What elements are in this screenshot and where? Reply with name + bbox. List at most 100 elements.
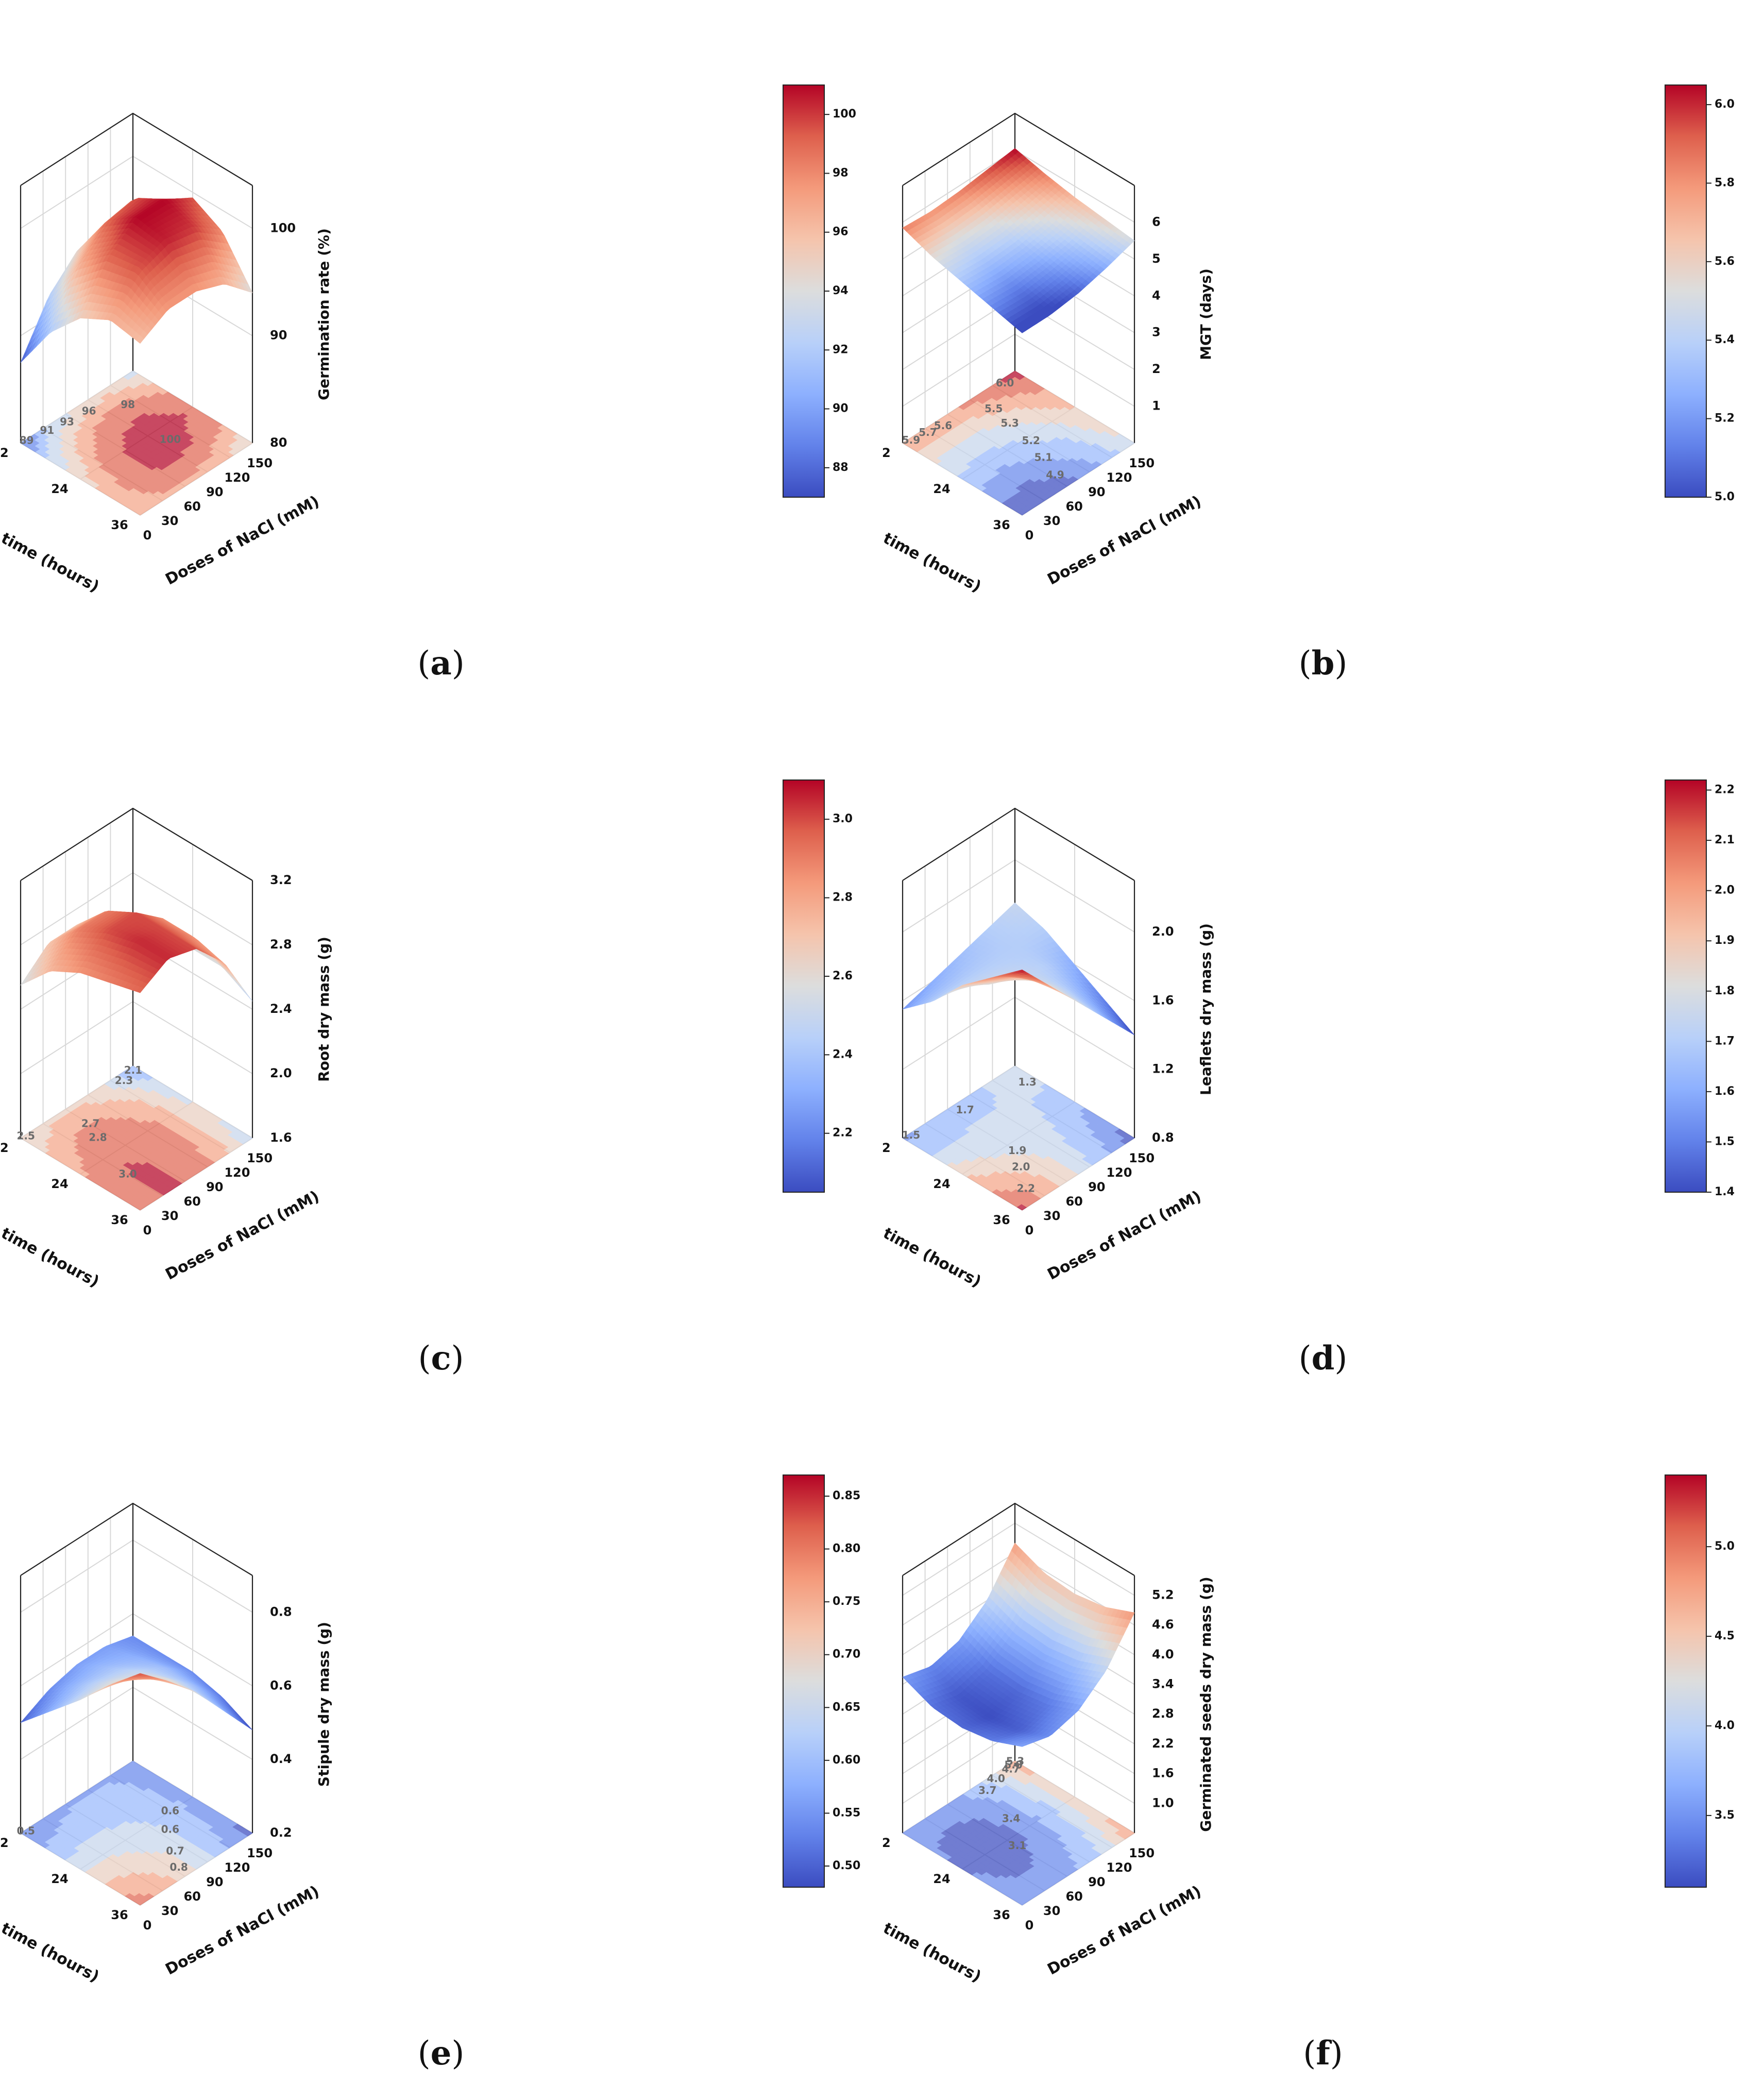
- z-axis-label: Root dry mass (g): [315, 937, 332, 1082]
- x-tick-label: 36: [993, 518, 1010, 532]
- contour-label: 2.1: [124, 1064, 142, 1076]
- contour-label: 5.5: [985, 402, 1003, 415]
- contour-label: 5.9: [902, 434, 920, 446]
- contour-label: 5.1: [1034, 451, 1053, 464]
- colorbar-gradient: [783, 85, 824, 497]
- colorbar: 2.2 2.4 2.6 2.8 3.0: [783, 780, 853, 1192]
- contour-label: 3.0: [118, 1168, 137, 1180]
- z-tick-label: 3.2: [270, 873, 292, 887]
- colorbar-tick-label: 2.2: [833, 1127, 853, 1140]
- z-tick-label: 1.6: [270, 1130, 292, 1145]
- panel-b: 5.95.75.65.55.35.25.14.96.01224360306090…: [882, 0, 1764, 695]
- contour-label: 5.3: [1000, 417, 1019, 429]
- colorbar-tick-label: 92: [833, 343, 849, 356]
- contour-label: 100: [159, 433, 181, 446]
- caption-a: (a): [0, 644, 882, 683]
- y-tick-label: 30: [1043, 514, 1060, 528]
- contour-label: 91: [40, 424, 54, 436]
- z-axis-label: MGT (days): [1197, 268, 1214, 360]
- z-tick-label: 3: [1152, 325, 1161, 340]
- colorbar-tick-label: 90: [833, 402, 849, 415]
- colorbar-tick-label: 2.8: [833, 891, 853, 904]
- x-axis-label: Imbibition time (hours): [882, 485, 984, 596]
- z-tick-label: 2.8: [270, 937, 292, 952]
- x-axis-label: Imbibition time (hours): [0, 1180, 102, 1291]
- y-tick-label: 60: [183, 499, 200, 514]
- colorbar-gradient: [1665, 85, 1706, 497]
- y-tick-label: 90: [1088, 485, 1105, 499]
- contour-label: 5.6: [934, 419, 952, 432]
- z-tick-label: 2.4: [270, 1002, 292, 1016]
- plot-area: 899193969810012243603060901201508090100I…: [0, 113, 332, 596]
- z-tick-label: 6: [1152, 214, 1161, 229]
- contour-label: 2.7: [81, 1117, 99, 1130]
- y-tick-label: 120: [1106, 470, 1132, 485]
- colorbar-tick-label: 96: [833, 226, 849, 239]
- colorbar-tick-label: 6.0: [1715, 98, 1735, 111]
- y-tick-label: 30: [161, 514, 178, 528]
- contour-label: 6.0: [996, 377, 1014, 389]
- z-tick-label: 2: [1152, 362, 1161, 376]
- colorbar-gradient: [783, 780, 824, 1192]
- z-tick-label: 4: [1152, 288, 1161, 302]
- z-tick-label: 1: [1152, 399, 1161, 413]
- chart-b: 5.95.75.65.55.35.25.14.96.01224360306090…: [882, 0, 1764, 695]
- y-tick-label: 90: [206, 485, 223, 499]
- colorbar-tick-label: 2.4: [833, 1048, 853, 1061]
- y-tick-label: 30: [161, 1209, 178, 1223]
- z-tick-label: 5: [1152, 251, 1161, 266]
- x-tick-label: 36: [111, 518, 128, 532]
- colorbar-tick-label: 5.8: [1715, 176, 1735, 189]
- panel-a: 899193969810012243603060901201508090100I…: [0, 0, 882, 695]
- contour-label: 89: [20, 434, 34, 447]
- colorbar-tick-label: 5.2: [1715, 412, 1735, 425]
- x-tick-label: 12: [0, 446, 9, 460]
- colorbar-tick-label: 2.6: [833, 970, 853, 982]
- y-tick-label: 120: [224, 470, 250, 485]
- plot-area: 5.95.75.65.55.35.25.14.96.01224360306090…: [882, 113, 1214, 596]
- colorbar: 88 90 92 94 96 98 100: [783, 85, 856, 497]
- chart-c: 2.52.72.83.02.32.112243603060901201501.6…: [0, 695, 882, 1390]
- contour-label: 2.5: [16, 1130, 35, 1142]
- contour-label: 4.9: [1046, 468, 1064, 481]
- colorbar-tick-label: 100: [833, 108, 856, 121]
- z-tick-label: 90: [270, 328, 287, 343]
- y-tick-label: 150: [1129, 456, 1155, 470]
- y-tick-label: 120: [224, 1165, 250, 1180]
- contour-label: 5.2: [1022, 434, 1040, 447]
- caption-c: (c): [0, 1339, 882, 1378]
- x-tick-label: 24: [933, 482, 950, 496]
- chart-d: 1.51.71.31.92.02.212243603060901201500.8…: [882, 695, 1764, 1390]
- colorbar-tick-label: 5.6: [1715, 255, 1735, 268]
- colorbar-tick-label: 3.0: [833, 812, 853, 825]
- z-axis-label: Germination rate (%): [315, 228, 332, 400]
- y-tick-label: 90: [206, 1180, 223, 1194]
- z-tick-label: 2.0: [270, 1066, 292, 1080]
- z-tick-label: 80: [270, 435, 287, 450]
- plot-area: 1.51.71.31.92.02.212243603060901201500.8…: [882, 808, 1214, 1291]
- y-tick-label: 0: [143, 528, 152, 543]
- colorbar: 5.0 5.2 5.4 5.6 5.8 6.0: [1665, 85, 1735, 503]
- y-tick-label: 60: [1065, 499, 1082, 514]
- contour-label: 96: [82, 404, 96, 417]
- x-tick-label: 24: [51, 1177, 68, 1191]
- z-tick-label: 100: [270, 221, 296, 235]
- colorbar-tick-label: 5.0: [1715, 490, 1735, 503]
- plot-area: 2.52.72.83.02.32.112243603060901201501.6…: [0, 808, 332, 1291]
- panel-d: 1.51.71.31.92.02.212243603060901201500.8…: [882, 695, 1764, 1390]
- colorbar-tick-label: 94: [833, 284, 849, 297]
- contour-label: 98: [121, 398, 135, 411]
- colorbar-tick-label: 98: [833, 166, 849, 179]
- x-tick-label: 12: [882, 446, 891, 460]
- colorbar-tick-label: 88: [833, 461, 849, 474]
- y-tick-label: 150: [247, 456, 273, 470]
- caption-b: (b): [882, 644, 1764, 683]
- x-tick-label: 36: [111, 1213, 128, 1227]
- x-axis-label: Imbibition time (hours): [0, 485, 102, 596]
- panel-c: 2.52.72.83.02.32.112243603060901201501.6…: [0, 695, 882, 1390]
- contour-label: 93: [60, 416, 74, 428]
- y-tick-label: 0: [143, 1223, 152, 1238]
- y-tick-label: 0: [1025, 528, 1034, 543]
- colorbar-tick-label: 5.4: [1715, 333, 1735, 346]
- y-tick-label: 60: [183, 1194, 200, 1209]
